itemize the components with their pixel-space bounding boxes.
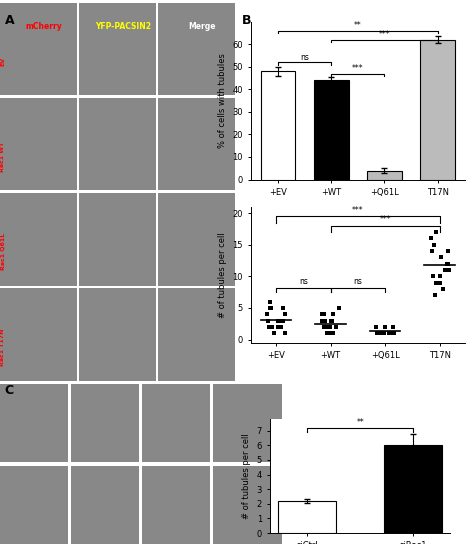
Point (319, 310, 326, 319)
Text: YFP-PACSIN2: YFP-PACSIN2 (95, 22, 151, 31)
Point (432, 279, 440, 287)
Point (439, 285, 447, 293)
Point (265, 323, 273, 331)
Point (374, 329, 381, 338)
Bar (367, 170, 401, 180)
Point (444, 246, 452, 255)
Text: C: C (5, 384, 14, 397)
Text: **: ** (354, 21, 362, 30)
Point (267, 304, 274, 312)
Point (269, 323, 276, 331)
Text: **: ** (356, 418, 364, 427)
Y-axis label: % of cells with tubules: % of cells with tubules (218, 53, 227, 148)
Text: Rac1 WT: Rac1 WT (0, 141, 6, 171)
Point (270, 329, 277, 338)
Y-axis label: # of tubules per cell: # of tubules per cell (218, 232, 227, 318)
Point (444, 259, 451, 268)
Point (266, 304, 273, 312)
Point (280, 316, 287, 325)
Point (323, 329, 330, 338)
Text: Rac1 T17N: Rac1 T17N (0, 328, 6, 366)
Point (372, 323, 380, 331)
Text: A: A (5, 14, 14, 27)
Point (320, 310, 328, 319)
Point (428, 246, 435, 255)
Text: Merge: Merge (189, 22, 216, 31)
Point (332, 323, 340, 331)
Point (323, 323, 330, 331)
Point (274, 316, 282, 325)
Point (437, 272, 444, 281)
Point (436, 279, 444, 287)
Point (282, 310, 289, 319)
Point (430, 240, 438, 249)
Point (265, 323, 273, 331)
Point (438, 253, 445, 262)
Point (445, 265, 453, 274)
Bar (384, 445, 442, 533)
Point (321, 316, 328, 325)
Point (374, 329, 382, 338)
Text: EV: EV (0, 57, 6, 66)
Text: mCherry: mCherry (26, 22, 63, 31)
Text: ***: *** (352, 206, 364, 215)
Text: ns: ns (354, 277, 362, 287)
Point (277, 323, 284, 331)
Bar (278, 501, 337, 533)
Point (266, 297, 274, 306)
Point (324, 323, 332, 331)
Point (327, 316, 335, 325)
Text: ns: ns (301, 53, 309, 61)
Point (326, 329, 333, 338)
Point (377, 329, 385, 338)
Point (263, 310, 271, 319)
Point (385, 329, 392, 338)
Point (389, 323, 397, 331)
Text: Rac1 Q61L: Rac1 Q61L (0, 233, 6, 270)
Bar (420, 40, 455, 180)
Point (431, 291, 438, 300)
Point (387, 329, 395, 338)
Point (328, 316, 336, 325)
Point (276, 316, 284, 325)
Bar (314, 81, 348, 180)
Point (328, 329, 335, 338)
Point (264, 316, 271, 325)
Bar (261, 71, 295, 180)
Point (320, 323, 328, 331)
Text: ns: ns (299, 277, 308, 287)
Point (441, 265, 449, 274)
Point (432, 228, 440, 237)
Point (326, 323, 334, 331)
Point (380, 329, 388, 338)
Point (274, 323, 282, 331)
Point (336, 304, 343, 312)
Point (281, 329, 289, 338)
Text: B: B (242, 14, 251, 27)
Y-axis label: # of tubules per cell: # of tubules per cell (242, 433, 251, 519)
Point (429, 272, 437, 281)
Text: ***: *** (379, 215, 391, 225)
Point (381, 323, 389, 331)
Point (445, 259, 452, 268)
Point (427, 234, 435, 243)
Point (279, 304, 286, 312)
Point (318, 316, 326, 325)
Point (329, 329, 337, 338)
Point (391, 329, 398, 338)
Point (329, 310, 337, 319)
Text: ***: *** (352, 64, 364, 73)
Text: ***: *** (379, 30, 390, 39)
